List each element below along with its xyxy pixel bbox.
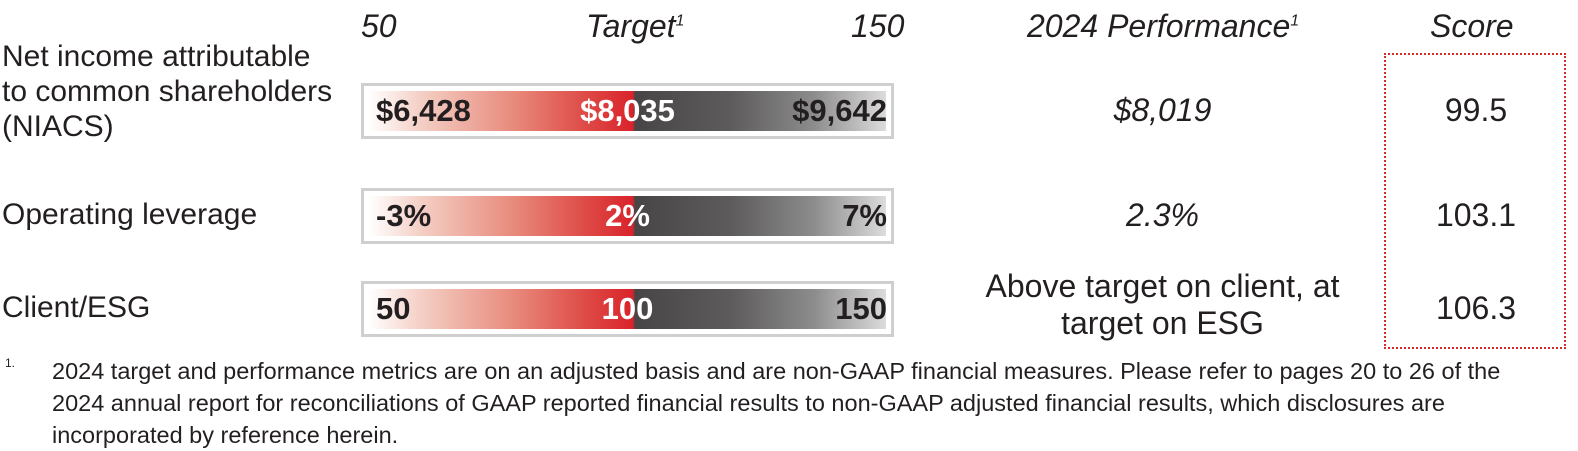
header-low: 50 [361,8,397,44]
range-bar-fill [369,91,886,131]
metric-client-esg: Client/ESG [2,291,151,324]
header-target-footnote-marker: 1 [675,12,685,30]
score-niacs: 99.5 [1444,92,1508,128]
range-bar-operating-leverage: -3% 2% 7% [361,188,894,244]
performance-operating-leverage: 2.3% [1126,197,1199,233]
score-highlight-box [1384,53,1566,349]
bar-low-label: -3% [376,198,432,233]
bar-high-label: 150 [835,291,887,326]
range-bar-niacs: $6,428 $8,035 $9,642 [361,83,894,139]
footnote-text: 2024 target and performance metrics are … [52,358,1501,448]
bar-high-label: 7% [842,198,887,233]
bar-target-label: 2% [605,198,650,233]
range-bar-fill [369,196,886,236]
metric-operating-leverage: Operating leverage [2,198,258,231]
range-bar-fill [369,289,886,329]
header-performance-footnote-marker: 1 [1290,12,1300,30]
bar-high-label: $9,642 [792,93,887,128]
header-score: Score [1430,8,1514,44]
score-operating-leverage: 103.1 [1435,197,1517,233]
bar-low-label: $6,428 [376,93,471,128]
performance-niacs: $8,019 [1113,92,1212,128]
performance-client-esg: Above target on client, at target on ESG [985,268,1340,341]
bar-target-label: $8,035 [580,93,675,128]
footnote-marker: 1. [5,356,16,370]
bar-target-label: 100 [601,291,654,326]
header-target: Target1 [586,8,685,44]
bar-low-label: 50 [376,291,411,326]
header-high: 150 [851,8,905,44]
score-client-esg: 106.3 [1435,290,1517,326]
header-performance: 2024 Performance1 [1027,8,1300,44]
range-bar-client-esg: 50 100 150 [361,281,894,337]
metric-niacs: Net income attributable to common shareh… [2,40,333,143]
